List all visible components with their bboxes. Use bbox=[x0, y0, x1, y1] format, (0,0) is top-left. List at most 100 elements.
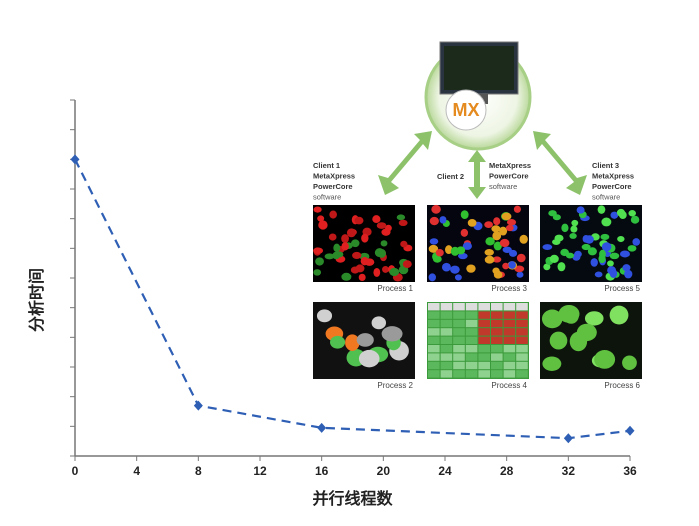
cell bbox=[381, 326, 403, 342]
table-cell bbox=[453, 328, 465, 336]
table-cell bbox=[478, 311, 490, 319]
cell bbox=[609, 305, 629, 325]
cell bbox=[597, 205, 606, 214]
table-cell bbox=[503, 328, 516, 336]
cell bbox=[354, 216, 364, 225]
cell bbox=[624, 269, 633, 279]
table-cell bbox=[478, 319, 490, 328]
table-cell bbox=[478, 328, 490, 336]
cell bbox=[450, 265, 460, 274]
table-cell bbox=[478, 303, 490, 311]
data-point bbox=[563, 433, 573, 444]
table-cell bbox=[428, 345, 440, 353]
data-point bbox=[317, 422, 327, 433]
cell bbox=[389, 267, 400, 277]
cell bbox=[428, 244, 439, 253]
table-cell bbox=[491, 303, 503, 311]
table-cell bbox=[491, 345, 503, 353]
cell bbox=[576, 323, 597, 342]
monitor-screen bbox=[444, 46, 514, 90]
cell bbox=[509, 249, 518, 257]
table-cell bbox=[465, 361, 478, 370]
table-cell bbox=[516, 328, 528, 336]
client-label: software bbox=[313, 192, 341, 201]
cell bbox=[374, 248, 385, 258]
cell bbox=[563, 308, 579, 324]
process-label: Process 1 bbox=[377, 284, 413, 293]
cell bbox=[373, 268, 381, 277]
client-label: PowerCore bbox=[313, 182, 353, 191]
cell bbox=[492, 256, 502, 263]
table-cell bbox=[440, 345, 453, 353]
table-cell bbox=[453, 361, 465, 370]
table-cell bbox=[503, 370, 516, 378]
table-cell bbox=[465, 336, 478, 344]
cell bbox=[402, 260, 412, 269]
client-label: MetaXpress bbox=[489, 161, 531, 170]
table-cell bbox=[503, 319, 516, 328]
cell bbox=[439, 216, 447, 224]
cell bbox=[445, 245, 453, 255]
cell bbox=[341, 272, 352, 281]
client-label: Client 2 bbox=[437, 172, 464, 181]
cell bbox=[454, 274, 462, 281]
table-cell bbox=[428, 370, 440, 378]
y-axis-title: 分析时间 bbox=[27, 268, 46, 332]
cell bbox=[561, 223, 569, 233]
client-label: PowerCore bbox=[489, 171, 529, 180]
cell bbox=[600, 233, 610, 240]
table-cell bbox=[516, 303, 528, 311]
process-label: Process 3 bbox=[491, 284, 527, 293]
cell bbox=[435, 248, 444, 257]
cell bbox=[462, 242, 472, 250]
cell bbox=[484, 221, 493, 228]
table-cell bbox=[465, 311, 478, 319]
client-label: Client 3 bbox=[592, 161, 619, 170]
cell bbox=[441, 262, 451, 272]
table-cell bbox=[503, 303, 516, 311]
cell bbox=[382, 266, 389, 273]
cell bbox=[499, 226, 508, 236]
cell bbox=[542, 356, 562, 371]
cell bbox=[352, 251, 362, 260]
cell bbox=[396, 214, 406, 221]
client-label: software bbox=[592, 192, 620, 201]
cell bbox=[400, 240, 408, 248]
table-cell bbox=[478, 353, 490, 361]
x-tick-label: 36 bbox=[623, 464, 637, 478]
cell bbox=[318, 220, 328, 230]
cell bbox=[594, 350, 616, 369]
table-cell bbox=[478, 345, 490, 353]
table-cell bbox=[516, 345, 528, 353]
cell bbox=[542, 244, 553, 250]
cell bbox=[351, 239, 360, 248]
table-cell bbox=[453, 311, 465, 319]
cell bbox=[502, 246, 512, 253]
cell bbox=[467, 218, 477, 227]
cell bbox=[622, 355, 637, 370]
table-cell bbox=[516, 370, 528, 378]
cell bbox=[587, 247, 597, 256]
table-cell bbox=[465, 303, 478, 311]
table-cell bbox=[491, 311, 503, 319]
client-label: software bbox=[489, 182, 517, 191]
cell bbox=[609, 252, 620, 260]
table-cell bbox=[440, 319, 453, 328]
cell bbox=[485, 237, 495, 246]
x-tick-label: 4 bbox=[133, 464, 140, 478]
cell bbox=[315, 257, 324, 266]
table-cell bbox=[478, 361, 490, 370]
x-tick-label: 20 bbox=[377, 464, 391, 478]
table-cell bbox=[428, 319, 440, 328]
cell bbox=[493, 270, 503, 279]
table-cell bbox=[440, 370, 453, 378]
client-label: PowerCore bbox=[592, 182, 632, 191]
logo-badge bbox=[445, 89, 487, 131]
table-cell bbox=[465, 345, 478, 353]
table-cell bbox=[491, 336, 503, 344]
cell bbox=[519, 234, 528, 244]
table-cell bbox=[478, 336, 490, 344]
table-cell bbox=[491, 328, 503, 336]
cell bbox=[607, 260, 614, 267]
